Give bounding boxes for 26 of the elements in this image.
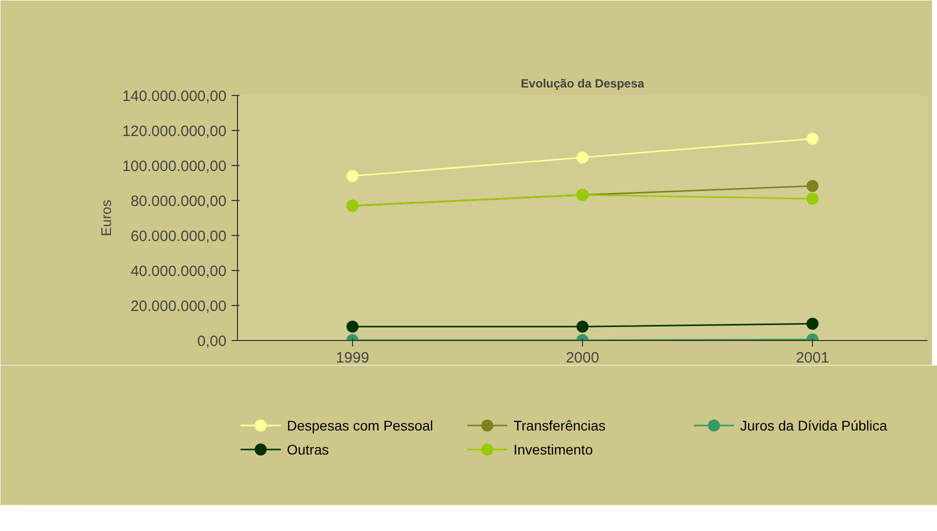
x-tick-label: 2001 xyxy=(796,350,830,366)
y-tick-label: 40.000.000,00 xyxy=(130,263,227,280)
point xyxy=(576,151,588,164)
x-tick-label: 2000 xyxy=(566,350,600,366)
legend-label: Outras xyxy=(286,442,329,458)
point xyxy=(346,320,358,333)
legend-label: Despesas com Pessoal xyxy=(286,418,434,434)
y-tick-label: 60.000.000,00 xyxy=(130,228,227,245)
point xyxy=(576,320,588,333)
point xyxy=(806,132,818,145)
y-tick-label: 0,00 xyxy=(197,333,227,350)
point xyxy=(346,170,358,182)
point xyxy=(806,192,818,205)
y-axis-title: Euros xyxy=(98,200,114,236)
point xyxy=(806,180,818,192)
y-tick-label: 20.000.000,00 xyxy=(130,298,227,315)
point xyxy=(806,318,818,330)
y-tick-label: 120.000.000,00 xyxy=(122,123,227,140)
x-tick-label: 1999 xyxy=(336,350,370,366)
chart-title: Evolução da Despesa xyxy=(520,76,645,90)
y-tick-label: 80.000.000,00 xyxy=(130,193,227,210)
legend-label: Transferências xyxy=(513,418,606,434)
legend-label: Juros da Dívida Pública xyxy=(740,418,888,434)
legend-label: Investimento xyxy=(513,442,594,458)
y-tick-label: 140.000.000,00 xyxy=(122,88,227,105)
y-tick-label: 100.000.000,00 xyxy=(122,158,227,175)
